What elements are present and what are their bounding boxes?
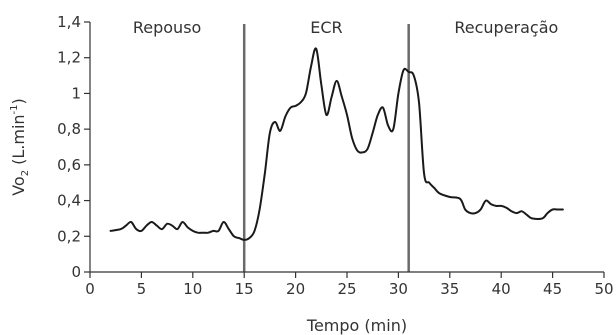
axes: [89, 22, 604, 273]
y-tick-label: 0,8: [57, 120, 81, 138]
x-axis-title: Tempo (min): [306, 316, 407, 335]
y-tick-label: 0: [71, 263, 81, 281]
y-tick-label: 1: [71, 84, 81, 102]
x-tick-label: 15: [235, 280, 254, 298]
x-tick-label: 30: [389, 280, 408, 298]
x-ticks: 0 5 10 15 20 25 30 35 40 45 50: [85, 272, 614, 298]
x-tick-label: 20: [286, 280, 305, 298]
x-tick-label: 10: [183, 280, 202, 298]
y-tick-label: 0,4: [57, 192, 81, 210]
y-axis-title-close: ): [9, 98, 28, 104]
phase-labels: Repouso ECR Recuperação: [133, 18, 558, 37]
y-tick-label: 0,2: [57, 227, 81, 245]
phase-label: Repouso: [133, 18, 201, 37]
y-tick-label: 0,6: [57, 156, 81, 174]
x-tick-label: 50: [594, 280, 613, 298]
y-axis-title-unit: (L.min: [9, 114, 28, 170]
phase-label: ECR: [310, 18, 342, 37]
y-axis-title: Vo2 (L.min-1): [9, 98, 31, 196]
y-tick-label: 1,4: [57, 13, 81, 31]
phase-boundaries: [242, 24, 410, 272]
y-axis-title-superscript: -1: [9, 104, 20, 114]
x-tick-label: 5: [137, 280, 147, 298]
vo2-series-line: [109, 47, 564, 241]
x-tick-label: 45: [543, 280, 562, 298]
x-tick-label: 40: [492, 280, 511, 298]
x-tick-label: 25: [337, 280, 356, 298]
y-tick-label: 1,2: [57, 49, 81, 67]
phase-label: Recuperação: [454, 18, 558, 37]
x-tick-label: 35: [440, 280, 459, 298]
y-ticks: 0 0,2 0,4 0,6 0,8 1 1,2 1,4: [57, 13, 90, 281]
x-tick-label: 0: [85, 280, 95, 298]
y-axis-title-main: Vo: [9, 176, 28, 196]
y-axis-title-subscript: 2: [20, 170, 31, 176]
